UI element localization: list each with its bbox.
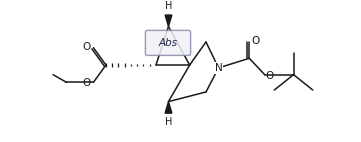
Text: N: N	[215, 63, 222, 73]
Text: O: O	[82, 42, 91, 52]
Text: O: O	[251, 36, 260, 46]
Polygon shape	[165, 15, 172, 27]
Polygon shape	[165, 102, 172, 113]
Text: O: O	[266, 71, 274, 81]
Text: H: H	[165, 117, 172, 127]
Text: Abs: Abs	[158, 38, 178, 48]
Text: O: O	[82, 78, 91, 88]
Text: H: H	[165, 1, 172, 11]
FancyBboxPatch shape	[145, 30, 191, 55]
